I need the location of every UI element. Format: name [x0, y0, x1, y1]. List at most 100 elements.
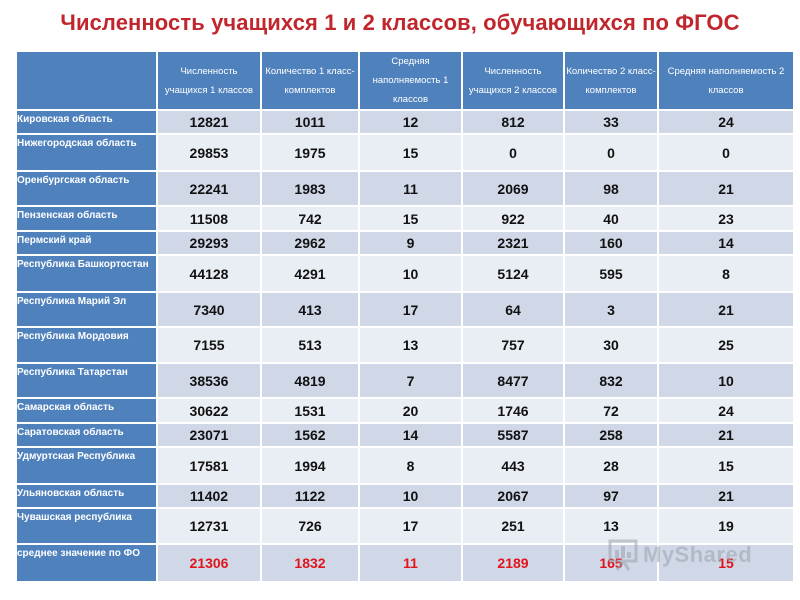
value-cell: 12 [358, 109, 463, 135]
data-table: Численность учащихся 1 классов Количеств… [15, 50, 795, 583]
value-cell: 14 [358, 422, 463, 448]
table-row: Удмуртская Республика 17581 1994 8 443 28 15 [15, 446, 795, 485]
value-cell: 21 [657, 291, 795, 328]
value-cell: 1122 [260, 483, 360, 509]
table-body: Кировская область 12821 1011 12 812 33 24 Нижег… [15, 109, 795, 583]
table-row: Пензенская область 11508 742 15 922 40 23 [15, 205, 795, 232]
value-cell: 21 [657, 483, 795, 509]
value-cell: 7 [358, 362, 463, 399]
value-cell: 10 [358, 483, 463, 509]
value-cell: 10 [657, 362, 795, 399]
value-cell: 15 [657, 446, 795, 485]
region-cell: Кировская область [15, 109, 158, 135]
value-cell: 0 [461, 133, 565, 172]
table-row: Кировская область 12821 1011 12 812 33 24 [15, 109, 795, 135]
region-cell: Республика Марий Эл [15, 291, 158, 328]
value-cell: 413 [260, 291, 360, 328]
region-cell: Самарская область [15, 397, 158, 424]
value-cell: 29853 [156, 133, 262, 172]
value-cell: 17 [358, 291, 463, 328]
value-cell: 160 [563, 230, 659, 256]
table-row: Пермский край 29293 2962 9 2321 160 14 [15, 230, 795, 256]
column-header: Средняя наполняемость 1 классов [358, 50, 463, 111]
value-cell: 24 [657, 109, 795, 135]
region-cell: Нижегородская область [15, 133, 158, 172]
value-cell: 11 [358, 170, 463, 207]
column-header: Численность учащихся 1 классов [156, 50, 262, 111]
value-cell: 1011 [260, 109, 360, 135]
value-cell: 832 [563, 362, 659, 399]
value-cell: 8477 [461, 362, 565, 399]
value-cell: 0 [657, 133, 795, 172]
page-title: Численность учащихся 1 и 2 классов, обуч… [60, 10, 740, 35]
value-cell: 12731 [156, 507, 262, 545]
value-cell: 13 [358, 326, 463, 364]
value-cell: 8 [657, 254, 795, 293]
value-cell: 443 [461, 446, 565, 485]
value-cell: 8 [358, 446, 463, 485]
table-row: Республика Башкортостан 44128 4291 10 5124 59… [15, 254, 795, 293]
value-cell: 7340 [156, 291, 262, 328]
region-cell: Республика Мордовия [15, 326, 158, 364]
value-cell: 19 [657, 507, 795, 545]
column-header: Численность учащихся 2 классов [461, 50, 565, 111]
column-header: Количество 1 класс-комплектов [260, 50, 360, 111]
value-cell: 28 [563, 446, 659, 485]
table-row: Саратовская область 23071 1562 14 5587 258 21 [15, 422, 795, 448]
value-cell: 5587 [461, 422, 565, 448]
value-cell: 11402 [156, 483, 262, 509]
value-cell: 23071 [156, 422, 262, 448]
value-cell: 1832 [260, 543, 360, 583]
value-cell: 98 [563, 170, 659, 207]
value-cell: 14 [657, 230, 795, 256]
column-header: Количество 2 класс-комплектов [563, 50, 659, 111]
value-cell: 513 [260, 326, 360, 364]
value-cell: 22241 [156, 170, 262, 207]
value-cell: 12821 [156, 109, 262, 135]
value-cell: 0 [563, 133, 659, 172]
value-cell: 97 [563, 483, 659, 509]
value-cell: 4819 [260, 362, 360, 399]
region-cell: Оренбургская область [15, 170, 158, 207]
value-cell: 21 [657, 170, 795, 207]
value-cell: 40 [563, 205, 659, 232]
table-row: Ульяновская область 11402 1122 10 2067 97 21 [15, 483, 795, 509]
value-cell: 64 [461, 291, 565, 328]
value-cell: 30 [563, 326, 659, 364]
value-cell: 742 [260, 205, 360, 232]
value-cell: 2069 [461, 170, 565, 207]
value-cell: 1531 [260, 397, 360, 424]
value-cell: 4291 [260, 254, 360, 293]
average-row: среднее значение по ФО 21306 1832 11 2189 165… [15, 543, 795, 583]
value-cell: 10 [358, 254, 463, 293]
value-cell: 1994 [260, 446, 360, 485]
value-cell: 17 [358, 507, 463, 545]
value-cell: 15 [358, 205, 463, 232]
value-cell: 44128 [156, 254, 262, 293]
table-row: Нижегородская область 29853 1975 15 0 0 0 [15, 133, 795, 172]
value-cell: 11 [358, 543, 463, 583]
region-cell: Ульяновская область [15, 483, 158, 509]
value-cell: 33 [563, 109, 659, 135]
value-cell: 2321 [461, 230, 565, 256]
table-row: Республика Татарстан 38536 4819 7 8477 832 10 [15, 362, 795, 399]
value-cell: 5124 [461, 254, 565, 293]
value-cell: 3 [563, 291, 659, 328]
value-cell: 1562 [260, 422, 360, 448]
column-header: Средняя наполняемость 2 классов [657, 50, 795, 111]
value-cell: 30622 [156, 397, 262, 424]
value-cell: 20 [358, 397, 463, 424]
value-cell: 258 [563, 422, 659, 448]
value-cell: 2189 [461, 543, 565, 583]
table-row: Чувашская республика 12731 726 17 251 13 19 [15, 507, 795, 545]
region-cell: среднее значение по ФО [15, 543, 158, 583]
value-cell: 29293 [156, 230, 262, 256]
region-cell: Пензенская область [15, 205, 158, 232]
watermark-text: MyShared [643, 542, 753, 567]
table-row: Республика Мордовия 7155 513 13 757 30 25 [15, 326, 795, 364]
value-cell: 9 [358, 230, 463, 256]
value-cell: 11508 [156, 205, 262, 232]
value-cell: 1746 [461, 397, 565, 424]
header-row: Численность учащихся 1 классов Количеств… [15, 50, 795, 111]
value-cell: 2067 [461, 483, 565, 509]
